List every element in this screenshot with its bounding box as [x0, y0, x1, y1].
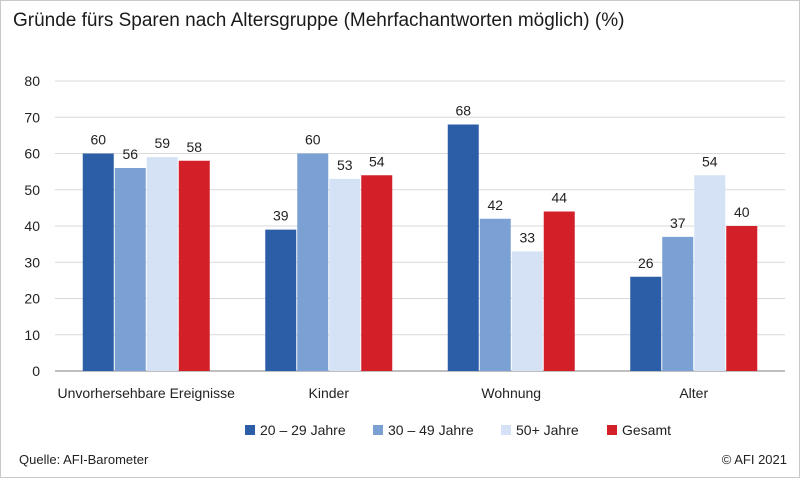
y-tick-label: 0 [32, 363, 40, 379]
data-label: 60 [305, 132, 321, 148]
data-label: 26 [638, 255, 654, 271]
data-label: 44 [551, 190, 567, 206]
bar [447, 124, 479, 371]
category-label: Wohnung [481, 385, 541, 401]
y-tick-label: 60 [24, 146, 40, 162]
bar [361, 175, 393, 371]
bar [178, 160, 210, 371]
source-note: Quelle: AFI-Barometer [19, 452, 149, 467]
bar [479, 218, 511, 371]
data-label: 56 [122, 146, 138, 162]
legend-label: 50+ Jahre [516, 422, 579, 438]
category-label: Unvorhersehbare Ereignisse [58, 385, 236, 401]
y-tick-label: 50 [24, 182, 40, 198]
legend-swatch [373, 425, 383, 435]
y-tick-label: 70 [24, 109, 40, 125]
data-label: 54 [369, 153, 385, 169]
bar [511, 251, 543, 371]
bar [146, 157, 178, 371]
bar [297, 153, 329, 371]
bar [543, 211, 575, 371]
y-tick-label: 10 [24, 327, 40, 343]
data-label: 68 [455, 103, 471, 119]
bar [662, 236, 694, 371]
legend-label: 30 – 49 Jahre [388, 422, 474, 438]
data-label: 42 [487, 197, 503, 213]
y-tick-label: 20 [24, 291, 40, 307]
data-label: 59 [154, 135, 170, 151]
legend-swatch [501, 425, 511, 435]
copyright-note: © AFI 2021 [721, 452, 787, 467]
data-label: 53 [337, 157, 353, 173]
data-label: 37 [670, 215, 686, 231]
data-label: 40 [734, 204, 750, 220]
data-label: 54 [702, 153, 718, 169]
category-label: Kinder [309, 385, 350, 401]
data-label: 39 [273, 208, 289, 224]
bar [265, 229, 297, 371]
legend-swatch [607, 425, 617, 435]
y-tick-label: 30 [24, 254, 40, 270]
category-label: Alter [679, 385, 708, 401]
data-label: 58 [186, 139, 202, 155]
bar [630, 276, 662, 371]
bar [114, 168, 146, 371]
y-tick-label: 80 [24, 73, 40, 89]
legend-swatch [245, 425, 255, 435]
bar [694, 175, 726, 371]
y-tick-label: 40 [24, 218, 40, 234]
data-label: 60 [90, 132, 106, 148]
bar [726, 226, 758, 371]
data-label: 33 [519, 229, 535, 245]
legend-label: 20 – 29 Jahre [260, 422, 346, 438]
legend-label: Gesamt [622, 422, 671, 438]
bar [329, 178, 361, 371]
bar [82, 153, 114, 371]
chart-title: Gründe fürs Sparen nach Altersgruppe (Me… [13, 10, 625, 31]
